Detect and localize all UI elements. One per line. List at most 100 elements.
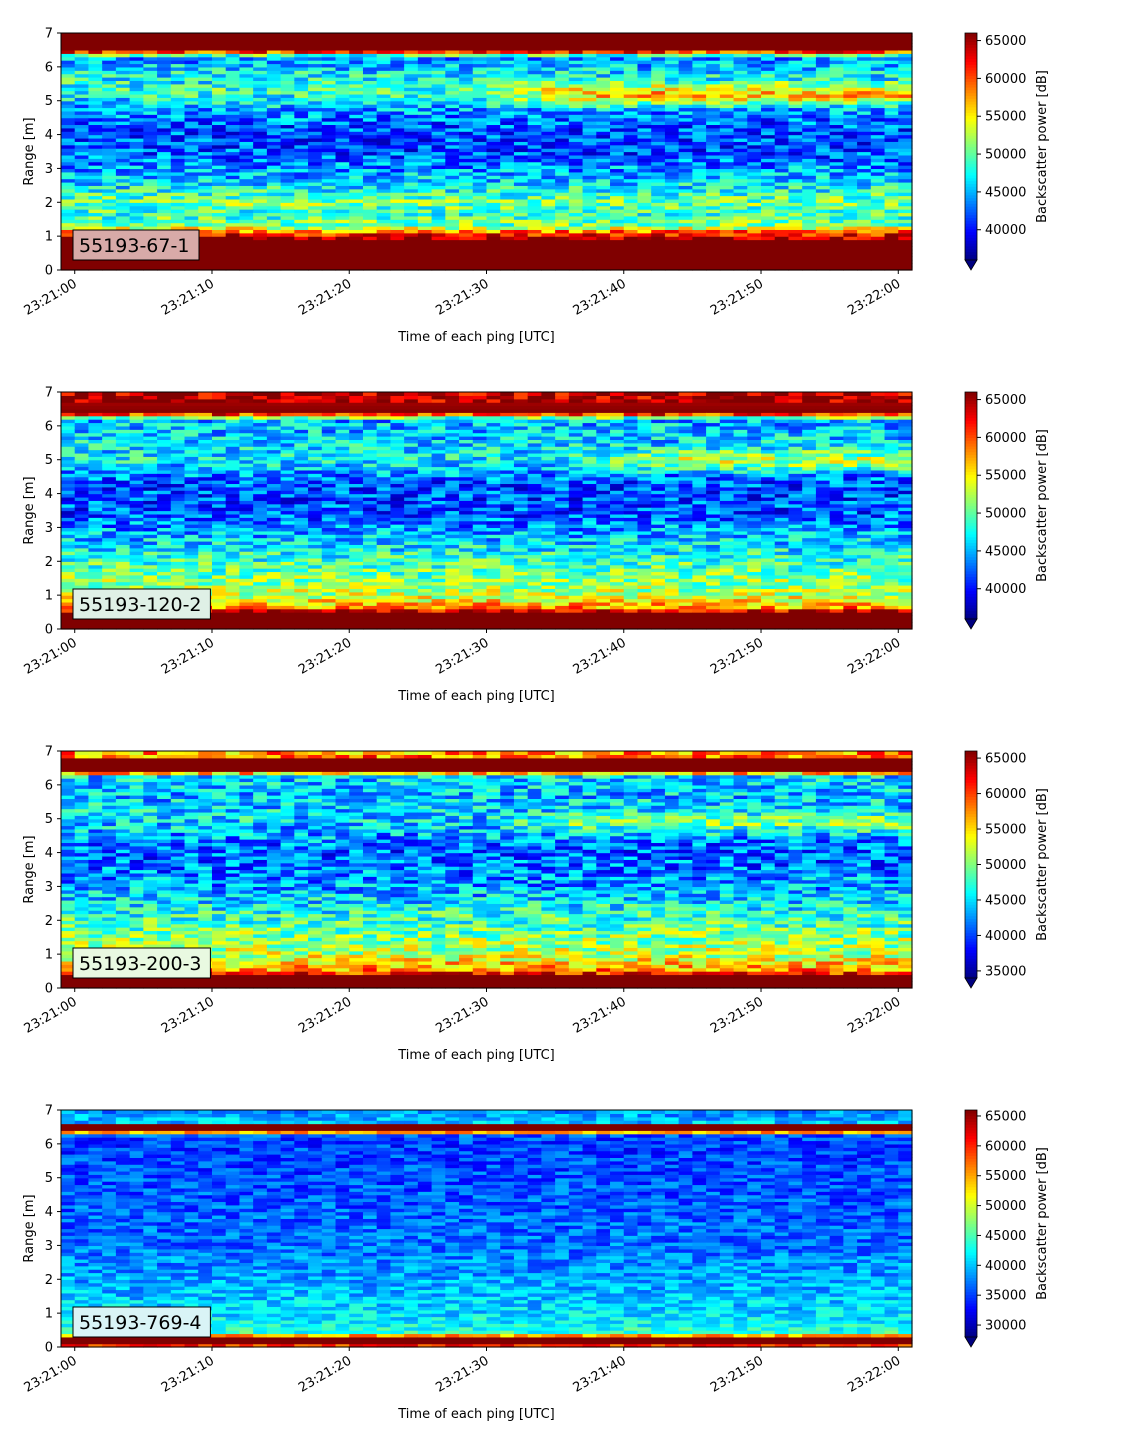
y-tick-label: 2 (45, 1273, 53, 1288)
y-tick-label: 0 (45, 264, 53, 279)
colorbar: 35000400004500050000550006000065000Backs… (965, 751, 1050, 988)
y-tick-label: 5 (45, 812, 53, 827)
y-tick-label: 0 (45, 623, 53, 638)
x-tick-label: 23:21:10 (159, 1353, 217, 1395)
chart-panel-4: 0 1 2 3 4 5 6 7 23:21:00 23:21:10 23:21:20 23:21:30… (22, 1104, 1050, 1423)
x-tick-label: 23:21:20 (296, 276, 354, 318)
x-tick-label: 23:21:20 (296, 994, 354, 1036)
y-tick-label: 1 (45, 948, 53, 963)
colorbar-tick-label: 60000 (985, 72, 1026, 87)
x-tick-label: 23:21:00 (22, 994, 80, 1036)
y-tick-label: 6 (45, 1137, 53, 1152)
x-tick-label: 23:22:00 (845, 635, 903, 677)
colorbar-tick-label: 35000 (985, 1289, 1026, 1304)
colorbar-tick-label: 35000 (985, 964, 1026, 979)
y-axis-label: Range [m] (22, 1194, 37, 1262)
x-tick-label: 23:21:30 (433, 1353, 491, 1395)
colorbar-tick-label: 40000 (985, 929, 1026, 944)
y-tick-label: 3 (45, 521, 53, 536)
colorbar-label: Backscatter power [dB] (1035, 70, 1050, 223)
y-tick-label: 4 (45, 846, 53, 861)
x-tick-label: 23:22:00 (845, 994, 903, 1036)
y-axis-label: Range [m] (22, 835, 37, 903)
y-tick-label: 3 (45, 1239, 53, 1254)
colorbar-tick-label: 40000 (985, 223, 1026, 238)
colorbar: 400004500050000550006000065000Backscatte… (965, 392, 1050, 629)
chart-panel-3: 0 1 2 3 4 5 6 7 23:21:00 23:21:10 23:21:20 23:21:30… (22, 745, 1050, 1064)
sensor-id-label: 55193-200-3 (73, 948, 210, 978)
colorbar-tick-label: 65000 (985, 393, 1026, 408)
y-tick-label: 7 (45, 1104, 53, 1119)
colorbar-tick-label: 40000 (985, 1259, 1026, 1274)
x-tick-label: 23:21:30 (433, 994, 491, 1036)
colorbar-tick-label: 60000 (985, 787, 1026, 802)
x-tick-label: 23:21:00 (22, 1353, 80, 1395)
x-tick-label: 23:21:50 (708, 276, 766, 318)
colorbar-extend-arrow (965, 1337, 977, 1347)
y-tick-label: 2 (45, 914, 53, 929)
x-tick-label: 23:22:00 (845, 1353, 903, 1395)
y-tick-label: 3 (45, 162, 53, 177)
y-tick-label: 1 (45, 1307, 53, 1322)
x-tick-label: 23:21:40 (571, 1353, 629, 1395)
y-tick-label: 5 (45, 1171, 53, 1186)
colorbar-tick-label: 40000 (985, 582, 1026, 597)
x-tick-label: 23:21:20 (296, 1353, 354, 1395)
x-axis-label: Time of each ping [UTC] (397, 330, 555, 345)
y-tick-label: 6 (45, 60, 53, 75)
colorbar-label: Backscatter power [dB] (1035, 429, 1050, 582)
x-tick-label: 23:21:50 (708, 994, 766, 1036)
colorbar-tick-label: 55000 (985, 469, 1026, 484)
x-tick-label: 23:21:40 (571, 635, 629, 677)
x-tick-label: 23:21:00 (22, 276, 80, 318)
y-tick-label: 7 (45, 27, 53, 42)
y-tick-label: 4 (45, 128, 53, 143)
x-tick-label: 23:21:20 (296, 635, 354, 677)
sensor-id-label: 55193-67-1 (73, 230, 199, 260)
x-tick-label: 23:21:10 (159, 994, 217, 1036)
colorbar-tick-label: 55000 (985, 1169, 1026, 1184)
colorbar-tick-label: 45000 (985, 893, 1026, 908)
sensor-id-label: 55193-769-4 (73, 1307, 210, 1337)
x-tick-label: 23:21:30 (433, 635, 491, 677)
y-tick-label: 2 (45, 196, 53, 211)
y-tick-label: 1 (45, 589, 53, 604)
x-tick-label: 23:21:40 (571, 276, 629, 318)
colorbar-label: Backscatter power [dB] (1035, 1147, 1050, 1300)
y-tick-label: 2 (45, 555, 53, 570)
x-tick-label: 23:21:50 (708, 635, 766, 677)
svg-text:55193-67-1: 55193-67-1 (79, 235, 189, 257)
x-tick-label: 23:21:00 (22, 635, 80, 677)
y-tick-label: 1 (45, 230, 53, 245)
x-tick-label: 23:21:40 (571, 994, 629, 1036)
colorbar-tick-label: 60000 (985, 1139, 1026, 1154)
y-tick-label: 7 (45, 745, 53, 760)
colorbar: 400004500050000550006000065000Backscatte… (965, 33, 1050, 270)
colorbar-tick-label: 65000 (985, 34, 1026, 49)
x-tick-label: 23:21:30 (433, 276, 491, 318)
y-axis-label: Range [m] (22, 117, 37, 185)
colorbar-extend-arrow (965, 978, 977, 988)
y-tick-label: 3 (45, 880, 53, 895)
y-tick-label: 7 (45, 386, 53, 401)
colorbar-tick-label: 50000 (985, 858, 1026, 873)
x-tick-label: 23:21:10 (159, 276, 217, 318)
x-tick-label: 23:21:50 (708, 1353, 766, 1395)
colorbar-extend-arrow (965, 619, 977, 629)
colorbar-tick-label: 45000 (985, 185, 1026, 200)
y-axis-label: Range [m] (22, 476, 37, 544)
y-tick-label: 6 (45, 778, 53, 793)
colorbar-tick-label: 55000 (985, 823, 1026, 838)
colorbar-tick-label: 45000 (985, 1229, 1026, 1244)
colorbar-tick-label: 45000 (985, 544, 1026, 559)
colorbar-tick-label: 55000 (985, 110, 1026, 125)
y-tick-label: 0 (45, 982, 53, 997)
y-tick-label: 0 (45, 1341, 53, 1356)
y-tick-label: 4 (45, 1205, 53, 1220)
x-axis-label: Time of each ping [UTC] (397, 1407, 555, 1422)
colorbar-tick-label: 65000 (985, 752, 1026, 767)
y-tick-label: 5 (45, 453, 53, 468)
